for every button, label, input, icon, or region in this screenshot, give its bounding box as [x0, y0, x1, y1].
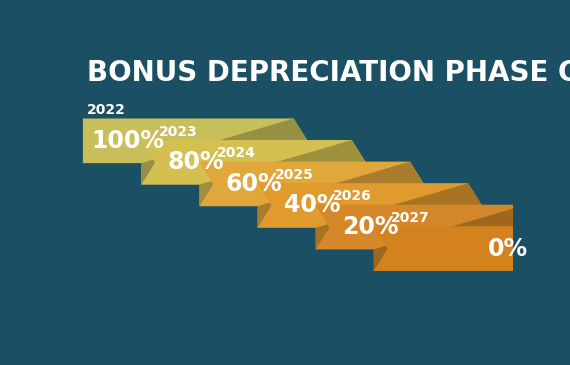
Text: 2026: 2026	[333, 189, 372, 203]
Text: 2024: 2024	[217, 146, 256, 160]
Polygon shape	[199, 162, 424, 206]
Text: 100%: 100%	[91, 129, 164, 153]
Text: 60%: 60%	[226, 172, 282, 196]
Text: 40%: 40%	[284, 193, 340, 218]
Text: 20%: 20%	[342, 215, 398, 239]
Polygon shape	[373, 226, 570, 271]
Text: 2023: 2023	[159, 124, 198, 138]
Polygon shape	[373, 205, 540, 271]
Text: 2022: 2022	[87, 103, 125, 117]
Polygon shape	[257, 162, 424, 228]
Polygon shape	[315, 183, 482, 249]
Text: 0%: 0%	[487, 237, 528, 261]
Text: 2025: 2025	[275, 168, 314, 182]
Polygon shape	[315, 205, 540, 249]
Text: 80%: 80%	[168, 150, 224, 174]
Polygon shape	[199, 140, 366, 206]
Polygon shape	[257, 183, 482, 228]
Polygon shape	[141, 140, 366, 185]
Polygon shape	[83, 119, 308, 163]
Text: BONUS DEPRECIATION PHASE OUT: BONUS DEPRECIATION PHASE OUT	[87, 59, 570, 87]
Text: 2027: 2027	[392, 211, 430, 225]
Polygon shape	[141, 119, 308, 185]
